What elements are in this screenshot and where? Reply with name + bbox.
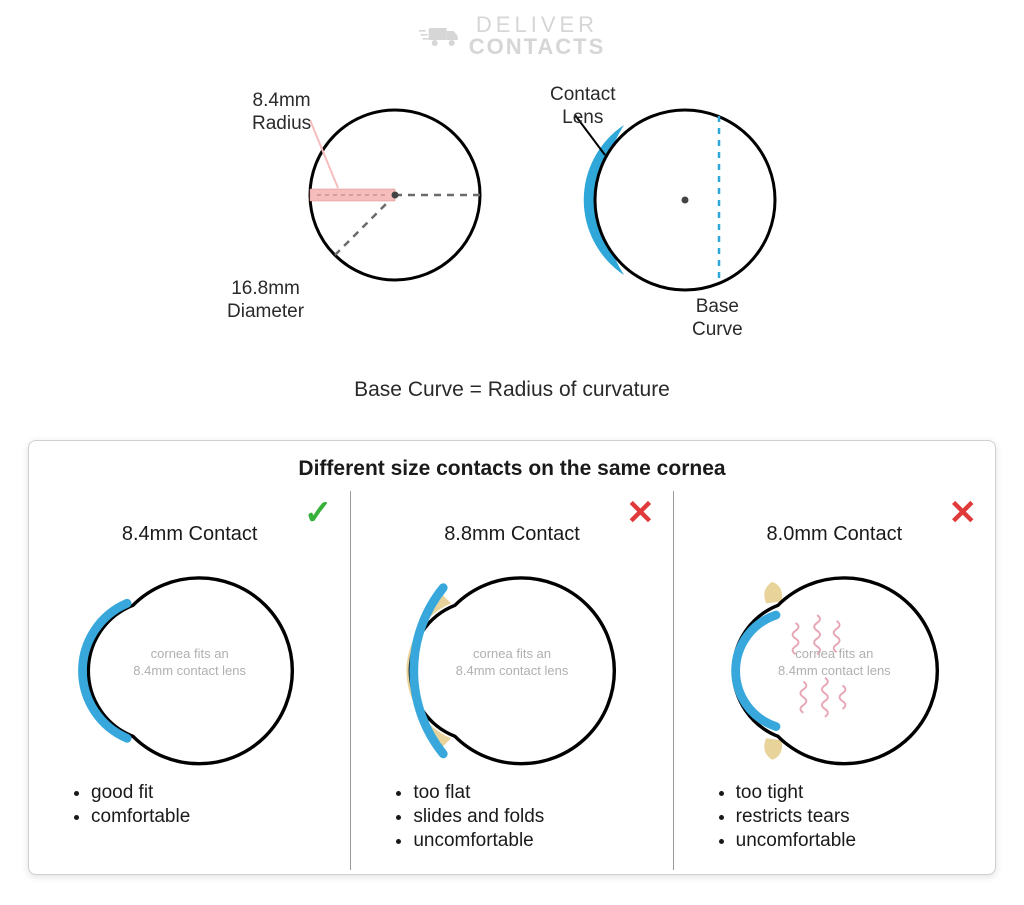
- bullet: too flat: [413, 782, 658, 804]
- panel-title: Different size contacts on the same corn…: [29, 441, 995, 491]
- radius-word: Radius: [252, 113, 311, 134]
- equation-text: Base Curve = Radius of curvature: [0, 378, 1024, 402]
- base-word1: Base: [696, 296, 739, 317]
- bullet: good fit: [91, 782, 336, 804]
- diameter-value: 16.8mm: [231, 278, 300, 299]
- contact-lens-label: Contact Lens: [550, 84, 615, 130]
- comparison-panel: Different size contacts on the same corn…: [28, 440, 996, 875]
- top-diagrams: 8.4mm Radius 16.8mm Diameter Contact Len…: [0, 80, 1024, 370]
- bullet: comfortable: [91, 806, 336, 828]
- col-too-tight: ✕ 8.0mm Contact: [673, 491, 995, 870]
- inner-note-2: cornea fits an 8.4mm contact lens: [688, 646, 981, 680]
- bullet: too tight: [736, 782, 981, 804]
- inner-note-1: cornea fits an 8.4mm contact lens: [365, 646, 658, 680]
- col-title-2: 8.0mm Contact: [688, 523, 981, 546]
- bullets-1: too flat slides and folds uncomfortable: [413, 782, 658, 852]
- base-word2: Curve: [692, 319, 743, 340]
- logo-line2: CONTACTS: [469, 36, 606, 58]
- col-title-0: 8.4mm Contact: [43, 523, 336, 546]
- radius-value: 8.4mm: [253, 90, 311, 111]
- bullet: restricts tears: [736, 806, 981, 828]
- col-too-flat: ✕ 8.8mm Contact cornea fits an 8.4mm con…: [350, 491, 672, 870]
- bullet: slides and folds: [413, 806, 658, 828]
- columns: ✓ 8.4mm Contact cornea fits an 8.4mm con…: [29, 491, 995, 870]
- eye-diagram-1: cornea fits an 8.4mm contact lens: [365, 552, 658, 772]
- col-good-fit: ✓ 8.4mm Contact cornea fits an 8.4mm con…: [29, 491, 350, 870]
- col-title-1: 8.8mm Contact: [365, 523, 658, 546]
- diameter-label: 16.8mm Diameter: [227, 278, 304, 324]
- diameter-word: Diameter: [227, 301, 304, 322]
- bullet: uncomfortable: [413, 830, 658, 852]
- bullets-2: too tight restricts tears uncomfortable: [736, 782, 981, 852]
- eye-diagram-2: cornea fits an 8.4mm contact lens: [688, 552, 981, 772]
- bullet: uncomfortable: [736, 830, 981, 852]
- base-curve-label: Base Curve: [692, 296, 743, 342]
- cross-icon: ✕: [626, 493, 655, 533]
- check-icon: ✓: [304, 493, 333, 533]
- radius-label: 8.4mm Radius: [252, 90, 311, 136]
- brand-logo: DELIVER CONTACTS: [419, 14, 606, 58]
- lens-word2: Lens: [562, 107, 603, 128]
- lens-word1: Contact: [550, 84, 615, 105]
- cross-icon: ✕: [948, 493, 977, 533]
- logo-line1: DELIVER: [469, 14, 606, 36]
- bullets-0: good fit comfortable: [91, 782, 336, 828]
- truck-icon: [419, 22, 461, 50]
- eye-diagram-0: cornea fits an 8.4mm contact lens: [43, 552, 336, 772]
- inner-note-0: cornea fits an 8.4mm contact lens: [43, 646, 336, 680]
